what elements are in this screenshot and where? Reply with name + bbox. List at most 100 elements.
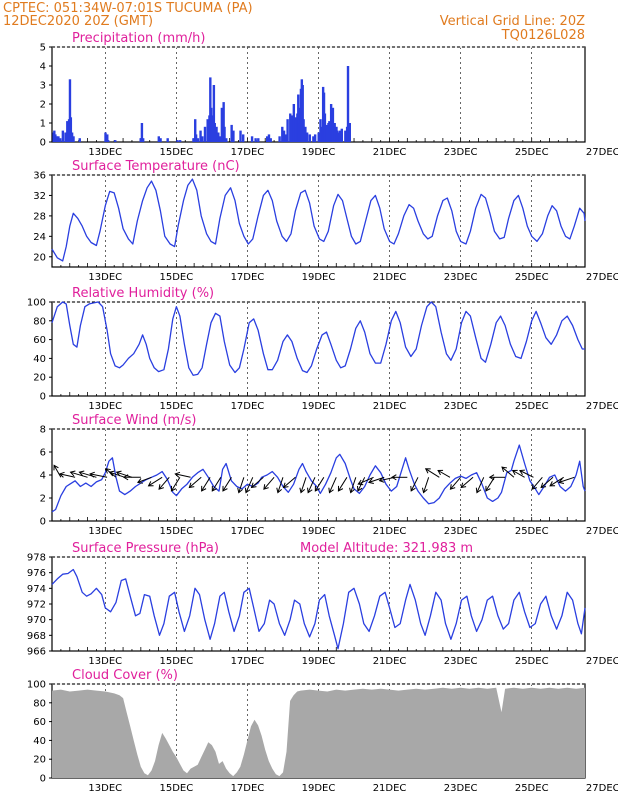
precipitation-bar xyxy=(66,121,69,142)
pressure-ytick-label: 968 xyxy=(27,631,46,642)
humidity-ytick-label: 60 xyxy=(33,335,46,346)
cloud-xtick-label: 25DEC xyxy=(515,783,549,794)
precipitation-bar xyxy=(199,130,202,142)
precipitation-bar xyxy=(218,136,222,142)
wind-arrow xyxy=(277,477,284,493)
precipitation-bar xyxy=(302,119,305,142)
precipitation-bar xyxy=(265,136,269,142)
cloud-ytick-label: 40 xyxy=(33,736,46,747)
wind-arrow xyxy=(170,477,181,492)
cloud-xtick-label: 13DEC xyxy=(88,783,122,794)
wind-arrow-head xyxy=(307,487,313,494)
wind-arrow xyxy=(263,476,275,490)
humidity-xtick-label: 21DEC xyxy=(373,401,407,412)
wind-arrow xyxy=(437,470,451,478)
wind-arrow-head xyxy=(424,468,431,474)
precipitation-bar xyxy=(281,126,284,142)
precipitation-bar xyxy=(312,136,315,142)
temperature-ytick-label: 20 xyxy=(33,252,46,263)
wind-arrow-head xyxy=(501,466,508,473)
wind-arrow-head xyxy=(314,485,321,492)
wind-arrow xyxy=(307,477,316,493)
precipitation-bar xyxy=(225,138,228,142)
wind-arrow xyxy=(423,477,430,493)
precipitation-bar xyxy=(292,104,296,142)
wind-arrow xyxy=(549,476,564,487)
wind-arrow-head xyxy=(511,469,518,476)
humidity-xtick-label: 23DEC xyxy=(444,401,478,412)
wind-arrow-head xyxy=(58,471,65,478)
wind-arrow xyxy=(53,465,62,478)
wind-arrow-head xyxy=(357,485,363,492)
wind-line xyxy=(51,444,586,513)
wind-arrow-head xyxy=(108,470,115,477)
pressure-subtitle: Model Altitude: 321.983 m xyxy=(300,541,473,556)
header: CPTEC: 051:34W-07:01S TUCUMA (PA) 12DEC2… xyxy=(3,1,585,43)
precipitation-bar xyxy=(250,136,254,142)
wind-arrow xyxy=(476,477,485,493)
wind-arrow xyxy=(189,476,202,488)
precipitation-xtick-label: 21DEC xyxy=(373,147,407,158)
wind-vectors xyxy=(53,464,575,494)
precipitation-bar xyxy=(215,126,218,142)
pressure-ytick-label: 966 xyxy=(27,647,46,658)
wind-arrow xyxy=(519,470,534,478)
pressure-ytick-label: 976 xyxy=(27,568,46,579)
pressure-xtick-label: 21DEC xyxy=(373,656,407,667)
precipitation-bar xyxy=(348,123,351,142)
wind-xtick-label: 23DEC xyxy=(444,526,478,537)
wind-arrow xyxy=(314,477,325,492)
precipitation-ytick-label: 5 xyxy=(40,43,46,54)
wind-xtick-label: 19DEC xyxy=(302,526,336,537)
precipitation-bar xyxy=(284,134,288,142)
cloud-ytick-label: 20 xyxy=(33,755,46,766)
precipitation-bar xyxy=(140,123,144,142)
precipitation-bar xyxy=(294,117,297,142)
cloud-title: Cloud Cover (%) xyxy=(72,668,178,683)
precipitation-bar xyxy=(68,79,72,142)
precipitation-bar xyxy=(57,136,60,142)
precipitation-bar xyxy=(317,132,320,142)
humidity-ytick-label: 20 xyxy=(33,373,46,384)
precipitation-bar xyxy=(54,134,57,142)
cloud-xtick-label: 21DEC xyxy=(373,783,407,794)
precipitation-bar xyxy=(269,138,272,142)
precipitation-ytick-label: 1 xyxy=(40,119,46,130)
cloud-ytick-label: 0 xyxy=(40,774,46,785)
precipitation-bar xyxy=(313,134,317,142)
panels: 0 1 2 3 4 5 13DEC 15DEC 17DEC 19DEC 21DEC 23DEC 25DE… xyxy=(27,31,618,794)
precipitation-ytick-label: 3 xyxy=(40,81,46,92)
precipitation-bar xyxy=(211,115,214,142)
pressure-xtick-label: 13DEC xyxy=(88,656,122,667)
wind-arrow-head xyxy=(488,474,495,481)
precipitation-bar xyxy=(308,134,312,142)
precipitation-xtick-label: 15DEC xyxy=(159,147,193,158)
wind-arrow-head xyxy=(519,469,525,475)
wind-arrow xyxy=(70,471,88,478)
temperature-xtick-label: 25DEC xyxy=(515,272,549,283)
wind-arrow xyxy=(251,476,264,488)
precipitation-bar xyxy=(346,66,350,142)
precipitation-bar xyxy=(329,104,333,142)
precipitation-xtick-label: 19DEC xyxy=(302,147,336,158)
humidity-xtick-label: 13DEC xyxy=(88,401,122,412)
wind-arrow-head xyxy=(449,484,456,490)
precipitation-bar xyxy=(222,102,225,142)
wind-arrow xyxy=(300,477,307,493)
wind-ytick-label: 0 xyxy=(40,517,46,528)
wind-arrow xyxy=(450,476,462,490)
wind-arrow-head xyxy=(136,478,143,484)
precipitation-bar xyxy=(331,107,335,142)
precipitation-ytick-label: 0 xyxy=(40,138,46,149)
precipitation-bar xyxy=(201,136,204,142)
precipitation-bar xyxy=(213,123,216,142)
wind-arrow-head xyxy=(549,481,556,487)
precipitation-ytick-label: 4 xyxy=(40,62,46,73)
wind-arrow xyxy=(338,477,348,492)
precipitation-bar xyxy=(206,119,209,142)
cloud-xtick-label: 15DEC xyxy=(159,783,193,794)
wind-arrow xyxy=(137,476,152,483)
wind-arrow xyxy=(531,476,543,490)
wind-arrow xyxy=(358,476,374,485)
wind-arrow xyxy=(501,466,515,478)
